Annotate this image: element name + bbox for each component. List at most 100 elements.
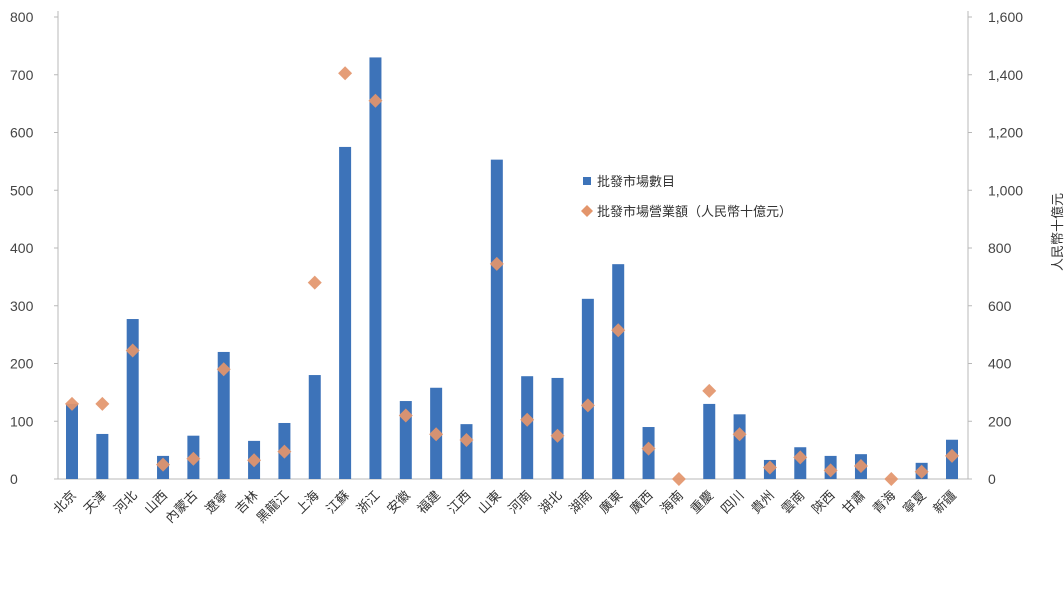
bar	[551, 377, 564, 479]
y-left-tick-label: 600	[10, 125, 34, 141]
turnover-marker	[945, 448, 959, 463]
y-left-tick-label: 0	[10, 471, 18, 487]
bar	[612, 264, 625, 479]
turnover-marker	[368, 93, 383, 108]
turnover-marker	[156, 457, 171, 472]
bar	[308, 375, 321, 479]
bar	[521, 376, 534, 479]
legend-label-count: 批發市場數目	[597, 174, 675, 190]
turnover-marker	[793, 450, 808, 465]
bar-series	[66, 57, 958, 480]
bar	[490, 159, 503, 479]
legend: 批發市場數目 批發市場營業額（人民幣十億元）	[581, 174, 792, 220]
legend-label-turnover: 批發市場營業額（人民幣十億元）	[597, 204, 792, 220]
category-label: 河北	[112, 488, 141, 517]
turnover-marker	[307, 275, 322, 290]
bar	[733, 414, 746, 479]
category-label: 湖北	[536, 488, 565, 517]
y-right-tick-label: 1,600	[988, 9, 1023, 25]
y-left-tick-label: 500	[10, 182, 34, 198]
y-right-tick-label: 200	[988, 413, 1012, 429]
bar	[399, 401, 412, 479]
category-label: 重慶	[687, 488, 717, 518]
turnover-marker	[489, 256, 504, 271]
turnover-marker	[641, 441, 656, 456]
category-label: 青海	[870, 488, 899, 517]
category-label: 貴州	[749, 488, 778, 517]
legend-swatch-marker	[581, 205, 593, 217]
turnover-marker	[520, 412, 535, 427]
bar	[460, 424, 473, 479]
category-label: 甘肅	[839, 488, 869, 518]
marker-series	[65, 66, 959, 486]
legend-swatch-bar	[583, 177, 591, 185]
turnover-marker	[186, 451, 201, 466]
axes: 0 100 200 300 400 500 600 700 800 0 200 400 600 800 1,…	[10, 9, 1023, 487]
y-right-tick-label: 0	[988, 471, 996, 487]
category-label: 江蘇	[324, 488, 353, 517]
turnover-marker	[671, 472, 686, 486]
bar	[66, 403, 78, 479]
turnover-marker	[429, 427, 444, 442]
category-label: 廣東	[596, 488, 626, 518]
bar	[126, 319, 139, 479]
y-left-tick-label: 200	[10, 356, 34, 372]
y-left-tick-label: 100	[10, 413, 34, 429]
category-label: 天津	[81, 488, 110, 517]
category-label: 北京	[51, 488, 80, 517]
turnover-marker	[247, 453, 262, 468]
y-right-tick-label: 1,000	[988, 182, 1023, 198]
turnover-marker	[550, 428, 565, 443]
category-label: 陝西	[809, 488, 839, 518]
category-label: 湖南	[566, 488, 596, 518]
category-label: 江西	[445, 488, 474, 517]
category-label: 福建	[415, 488, 444, 517]
y-left-tick-label: 300	[10, 298, 34, 314]
category-label: 遼寧	[202, 488, 232, 518]
turnover-marker	[702, 383, 717, 398]
y-right-tick-label: 600	[988, 298, 1012, 314]
y-right-tick-label: 400	[988, 356, 1012, 372]
category-label: 黑龍江	[253, 488, 292, 527]
turnover-marker	[580, 398, 595, 413]
category-label: 海南	[657, 488, 687, 518]
bar	[703, 403, 716, 479]
category-label: 內蒙古	[163, 488, 201, 526]
bar	[581, 298, 594, 479]
turnover-marker	[853, 459, 868, 474]
turnover-marker	[125, 343, 140, 358]
y-right-tick-label: 1,400	[988, 67, 1023, 83]
bar	[339, 146, 352, 479]
y-left-tick-label: 400	[10, 240, 34, 256]
category-label: 安徽	[385, 488, 414, 517]
category-label: 山東	[475, 488, 505, 518]
turnover-marker	[459, 433, 474, 448]
y-right-tick-label: 800	[988, 240, 1012, 256]
category-label: 河南	[505, 488, 535, 518]
category-label: 新疆	[930, 488, 960, 518]
turnover-marker	[732, 427, 747, 442]
category-label: 浙江	[354, 488, 383, 517]
turnover-marker	[884, 472, 899, 486]
y-right-tick-label: 1,200	[988, 125, 1023, 141]
category-label: 四川	[718, 488, 747, 517]
y2-axis-label: 人民幣十億元	[1050, 193, 1064, 271]
turnover-marker	[65, 396, 79, 411]
category-label: 寧夏	[900, 488, 930, 518]
turnover-marker	[338, 66, 353, 81]
y-left-tick-label: 800	[10, 9, 34, 25]
turnover-marker	[611, 323, 626, 338]
category-label: 廣西	[627, 488, 656, 517]
bar	[217, 351, 230, 479]
category-label: 上海	[294, 488, 323, 517]
turnover-marker	[95, 396, 110, 411]
bar	[96, 433, 109, 479]
turnover-marker	[277, 444, 292, 459]
y-left-tick-label: 700	[10, 67, 34, 83]
bar	[369, 57, 382, 480]
turnover-marker	[762, 460, 777, 475]
turnover-marker	[398, 408, 413, 423]
turnover-marker	[823, 463, 838, 478]
